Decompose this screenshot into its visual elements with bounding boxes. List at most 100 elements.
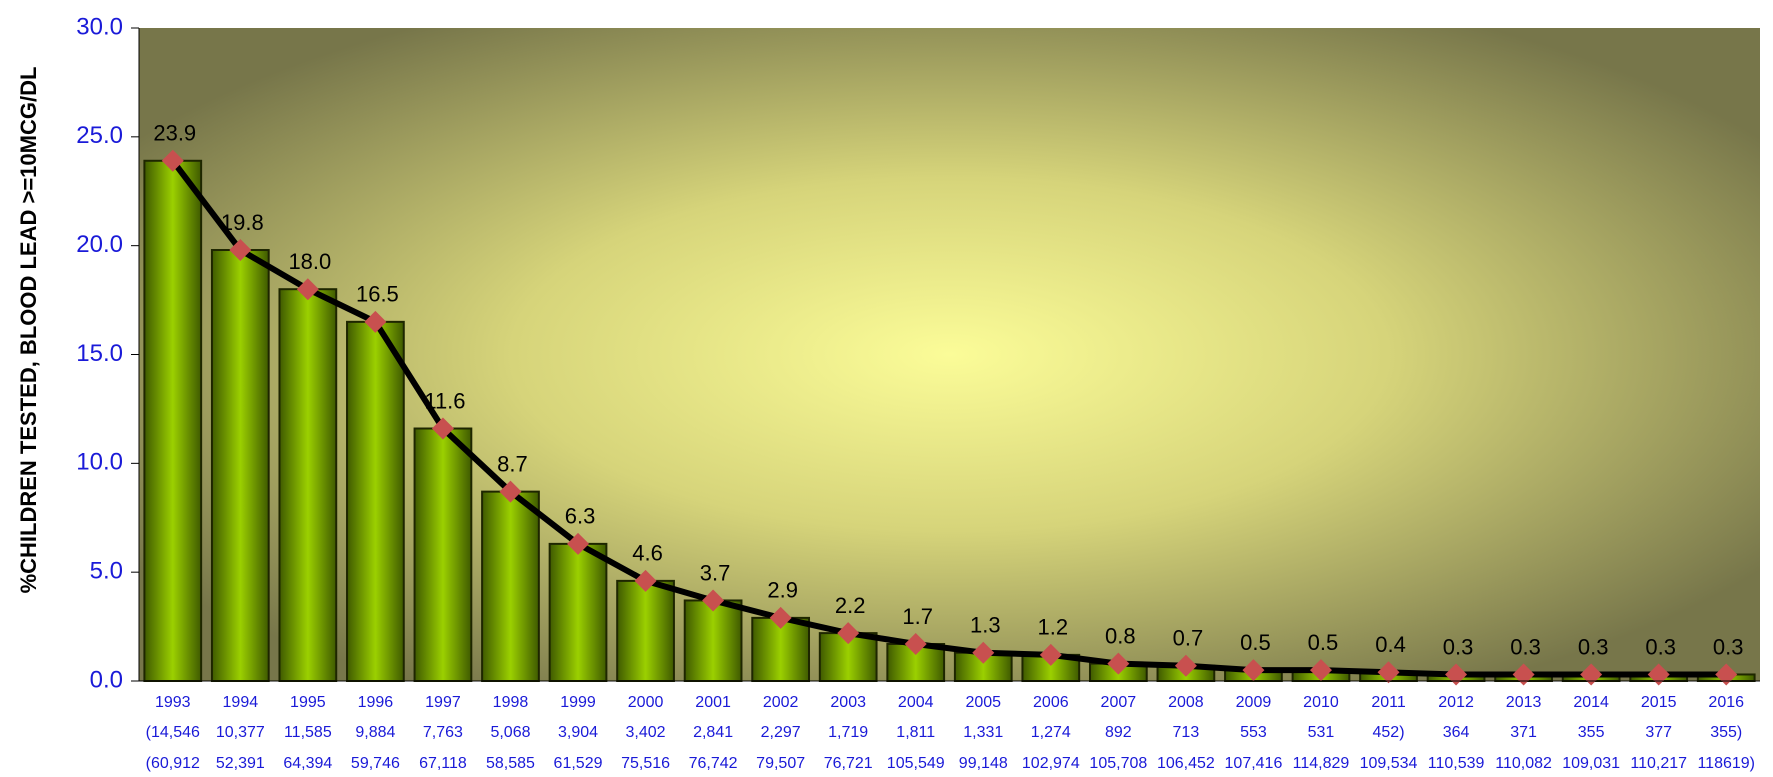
x-tick-sublabel: 102,974	[1022, 755, 1080, 772]
value-label: 0.3	[1443, 634, 1474, 659]
value-label: 6.3	[565, 504, 596, 529]
x-tick-sublabel: 553	[1240, 724, 1267, 741]
x-tick-label: 2008	[1168, 694, 1204, 711]
x-tick-label: 2000	[628, 694, 664, 711]
x-tick-sublabel: 58,585	[486, 755, 535, 772]
marker	[1309, 659, 1332, 682]
x-tick-sublabel: 892	[1105, 724, 1132, 741]
x-tick-sublabel: 364	[1443, 724, 1470, 741]
x-tick-sublabel: 2,841	[693, 724, 733, 741]
x-tick-sublabel: 452)	[1373, 724, 1405, 741]
y-tick-label: 30.0	[76, 13, 123, 40]
marker	[1580, 663, 1603, 686]
x-tick-sublabel: 64,394	[283, 755, 332, 772]
bar	[278, 288, 338, 682]
bar	[210, 249, 270, 683]
x-tick-sublabel: 67,118	[419, 755, 467, 772]
x-tick-sublabel: 531	[1308, 724, 1335, 741]
value-label: 18.0	[288, 249, 331, 274]
bar	[616, 579, 675, 683]
marker	[837, 622, 860, 645]
x-tick-sublabel: 106,452	[1157, 755, 1215, 772]
value-label: 0.5	[1240, 630, 1271, 655]
marker	[1512, 663, 1535, 686]
x-tick-label: 1997	[425, 694, 461, 711]
x-tick-sublabel: 355)	[1710, 724, 1742, 741]
value-label: 0.4	[1375, 632, 1406, 657]
bar	[143, 159, 203, 682]
x-tick-label: 2009	[1236, 694, 1272, 711]
x-tick-sublabel: 110,217	[1630, 755, 1687, 772]
x-tick-sublabel: 109,031	[1562, 755, 1620, 772]
marker	[364, 310, 387, 333]
y-tick-label: 20.0	[76, 231, 123, 258]
trend-line	[170, 158, 1727, 678]
marker	[1445, 663, 1468, 686]
value-label: 2.9	[767, 578, 798, 603]
x-tick-sublabel: 61,529	[554, 755, 603, 772]
x-tick-label: 2003	[830, 694, 866, 711]
x-tick-sublabel: 114,829	[1293, 755, 1350, 772]
value-label: 1.7	[902, 604, 933, 629]
x-tick-sublabel: 118619)	[1697, 755, 1755, 772]
plot-area	[139, 28, 1760, 681]
value-label: 2.2	[835, 593, 866, 618]
marker	[161, 149, 184, 172]
marker	[1242, 659, 1265, 682]
x-tick-sublabel: 355	[1578, 724, 1605, 741]
x-tick-sublabel: 1,274	[1031, 724, 1071, 741]
x-tick-sublabel: 713	[1173, 724, 1200, 741]
x-tick-label: 1994	[223, 694, 259, 711]
x-tick-label: 2015	[1641, 694, 1677, 711]
x-tick-label: 1999	[560, 694, 596, 711]
x-tick-sublabel: 7,763	[423, 724, 463, 741]
value-label: 0.7	[1173, 626, 1204, 651]
x-tick-sublabel: 1,331	[963, 724, 1003, 741]
value-label: 8.7	[497, 451, 528, 476]
marker	[1174, 654, 1197, 677]
marker	[296, 278, 319, 301]
y-tick-label: 0.0	[90, 666, 123, 693]
x-tick-sublabel: 5,068	[490, 724, 530, 741]
value-label: 23.9	[153, 121, 196, 146]
bar	[683, 599, 743, 682]
marker	[1647, 663, 1670, 686]
x-tick-sublabel: 1,719	[828, 724, 868, 741]
x-tick-sublabel: 105,708	[1089, 755, 1147, 772]
x-tick-sublabel: 2,297	[761, 724, 801, 741]
x-tick-sublabel: 110,539	[1428, 755, 1485, 772]
value-label: 0.3	[1510, 634, 1541, 659]
x-tick-sublabel: 10,377	[216, 724, 265, 741]
x-tick-label: 2001	[695, 694, 731, 711]
x-tick-sublabel: 79,507	[756, 755, 805, 772]
marker	[769, 606, 792, 629]
y-tick-label: 25.0	[76, 122, 123, 149]
marker	[1107, 652, 1130, 675]
x-tick-sublabel: 59,746	[351, 755, 400, 772]
x-tick-label: 2011	[1371, 694, 1406, 711]
bar	[346, 320, 405, 682]
x-tick-sublabel: 109,534	[1360, 755, 1418, 772]
y-tick-label: 15.0	[76, 340, 123, 367]
x-tick-label: 2005	[965, 694, 1001, 711]
value-label: 0.3	[1578, 634, 1609, 659]
y-tick-label: 5.0	[90, 558, 123, 585]
x-tick-label: 2007	[1101, 694, 1137, 711]
x-tick-label: 1993	[155, 694, 191, 711]
x-tick-sublabel: 9,884	[355, 724, 395, 741]
marker	[634, 569, 657, 592]
value-label: 0.3	[1645, 634, 1676, 659]
value-label: 19.8	[221, 210, 264, 235]
x-tick-sublabel: 107,416	[1225, 755, 1283, 772]
x-tick-sublabel: 371	[1510, 724, 1537, 741]
marker	[229, 239, 252, 262]
x-tick-label: 2016	[1708, 694, 1744, 711]
marker	[1039, 643, 1062, 666]
x-tick-sublabel: 76,742	[689, 755, 738, 772]
x-tick-sublabel: 377	[1645, 724, 1672, 741]
x-tick-sublabel: 110,082	[1495, 755, 1552, 772]
value-label: 0.8	[1105, 623, 1136, 648]
value-label: 16.5	[356, 282, 399, 307]
marker	[1715, 663, 1738, 686]
value-label: 0.5	[1308, 630, 1339, 655]
